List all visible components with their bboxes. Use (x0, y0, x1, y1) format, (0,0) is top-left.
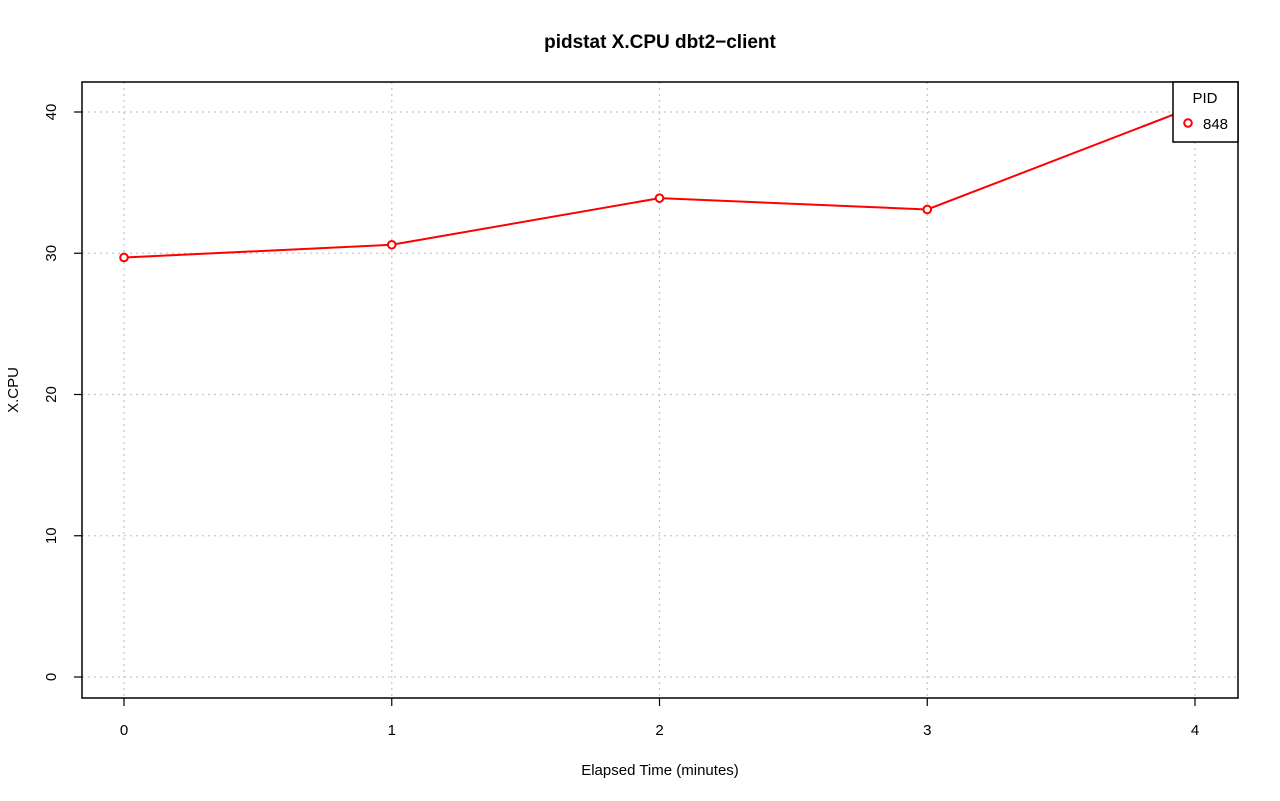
data-point (119, 252, 129, 263)
x-tick-label: 2 (655, 722, 663, 739)
data-point (386, 239, 397, 250)
data-point (922, 204, 933, 215)
y-axis-label: X.CPU (5, 367, 22, 413)
legend-entry-label: 848 (1203, 116, 1228, 133)
data-point (654, 193, 665, 203)
legend-title: PID (1192, 90, 1217, 107)
y-tick-label: 10 (43, 527, 60, 544)
x-tick-label: 4 (1191, 722, 1199, 739)
x-axis: 0 1 2 3 4 (120, 698, 1199, 739)
y-tick-label: 30 (43, 245, 60, 262)
legend: PID 848 (1172, 81, 1239, 143)
grid (82, 82, 1238, 698)
x-tick-label: 1 (388, 722, 396, 739)
series-line (123, 105, 1196, 259)
legend-marker (1183, 118, 1193, 128)
legend-box (1172, 81, 1239, 143)
y-tick-label: 0 (43, 673, 60, 681)
x-tick-label: 3 (923, 722, 931, 739)
y-axis: 0 10 20 30 40 (43, 104, 82, 681)
y-tick-label: 40 (43, 104, 60, 121)
chart-title: pidstat X.CPU dbt2−client (544, 32, 776, 53)
y-tick-label: 20 (43, 386, 60, 403)
x-axis-label: Elapsed Time (minutes) (581, 762, 739, 779)
series-layer (119, 101, 1200, 263)
x-tick-label: 0 (120, 722, 128, 739)
